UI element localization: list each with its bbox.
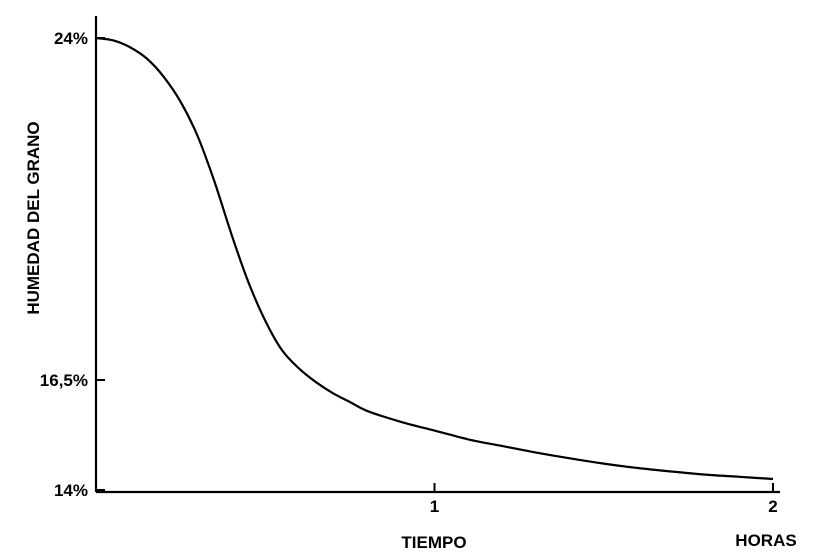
y-tick-label: 16,5% xyxy=(40,371,88,390)
axes xyxy=(94,16,780,494)
y-tick-label: 24% xyxy=(54,29,88,48)
x-axis-label: TIEMPO xyxy=(401,533,466,552)
x-tick-label: 1 xyxy=(430,497,439,516)
ticks: 14% 16,5% 24% 1 2 xyxy=(40,29,778,516)
x-unit-label: HORAS xyxy=(735,531,796,550)
series-line xyxy=(95,36,774,481)
y-tick-label: 14% xyxy=(54,481,88,500)
x-tick-label: 2 xyxy=(768,497,777,516)
y-axis-label: HUMEDAD DEL GRANO xyxy=(24,121,43,314)
